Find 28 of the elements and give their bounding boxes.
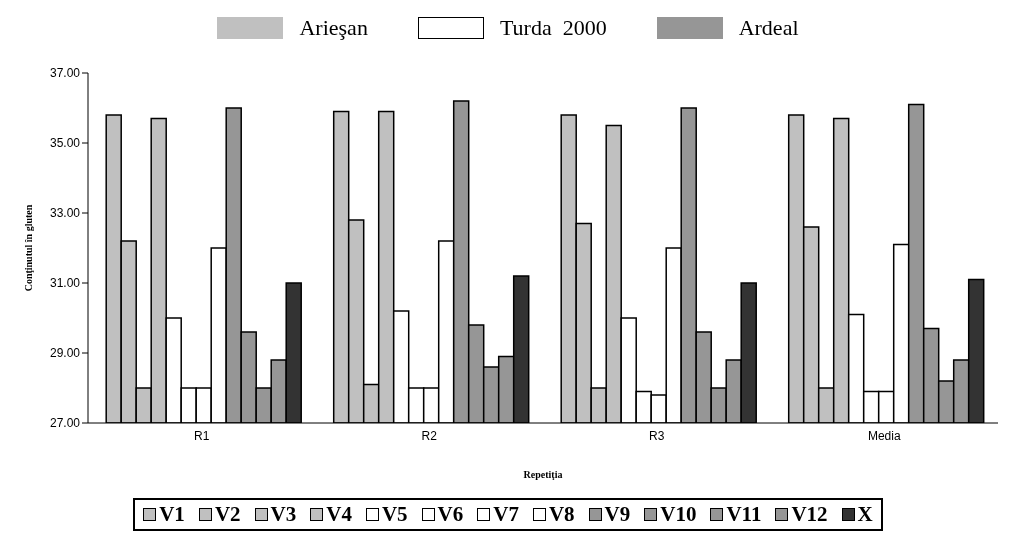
legend-label: V7 [493, 502, 519, 527]
legend-label: X [857, 502, 873, 527]
y-tick-label: 35.00 [49, 136, 81, 151]
y-tick-label: 31.00 [49, 276, 81, 291]
y-tick-label: 33.00 [49, 206, 81, 221]
y-axis-title: Conţinutul în gluten [22, 204, 34, 292]
legend-label: V3 [270, 502, 297, 527]
legend-label: V8 [548, 502, 575, 527]
legend-label: V5 [381, 502, 408, 527]
y-tick-label: 29.00 [49, 346, 81, 361]
x-tick-label: R3 [649, 428, 665, 443]
legend-label: V12 [791, 502, 828, 527]
x-tick-label: R2 [421, 428, 438, 443]
legend-label: V4 [326, 502, 352, 527]
legend-label: V10 [660, 502, 697, 527]
legend-label: V6 [437, 502, 464, 527]
text: Turda 2000 [499, 15, 607, 41]
legend-label: V1 [159, 502, 185, 527]
x-tick-label: R1 [194, 428, 210, 443]
y-tick-label: 37.00 [49, 66, 81, 81]
legend-label: V2 [214, 502, 241, 527]
y-tick-label: 27.00 [49, 416, 81, 431]
x-tick-label: Media [867, 428, 901, 443]
text: Arieşan [299, 15, 368, 41]
legend-label: V11 [726, 502, 762, 527]
text: Ardeal [738, 15, 799, 41]
x-axis-title: Repetiţia [523, 469, 563, 480]
legend-label: V9 [604, 502, 631, 527]
